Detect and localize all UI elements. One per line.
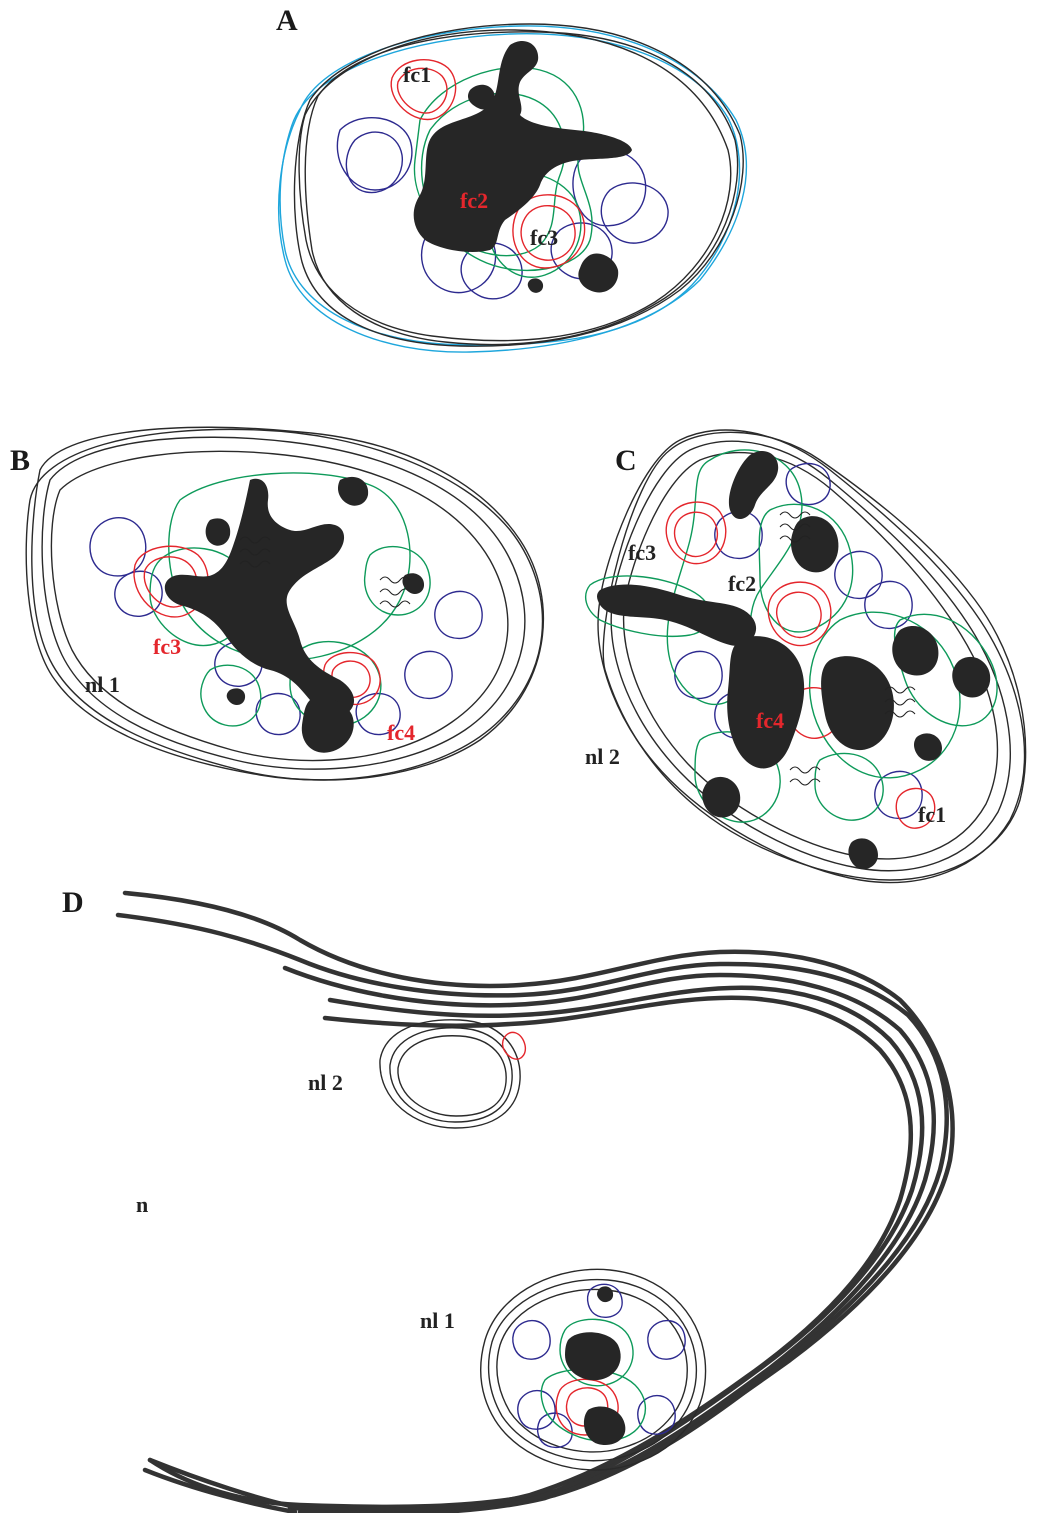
panel-c-label-fc3: fc3	[628, 540, 656, 565]
panel-d: D	[62, 886, 955, 1513]
panel-a-label-fc2: fc2	[460, 188, 488, 213]
panel-c-label-fc4: fc4	[756, 708, 784, 733]
panel-c-wavy-texture	[779, 511, 916, 786]
panel-d-nucleolus-1	[479, 1268, 707, 1471]
panel-b-label-fc3: fc3	[153, 634, 181, 659]
panel-a-label-fc1: fc1	[403, 62, 431, 87]
panel-a-letter: A	[276, 4, 298, 37]
panel-d-label-nl2: nl 2	[308, 1070, 343, 1095]
panel-a-label-fc3: fc3	[530, 225, 558, 250]
panel-b-label-fc4: fc4	[387, 720, 415, 745]
panel-c-label-fc2: fc2	[728, 571, 756, 596]
panel-c-chromatin	[597, 450, 991, 870]
panel-a: A	[276, 4, 748, 353]
panel-c-label-fc1: fc1	[918, 802, 946, 827]
panel-d-label-n: n	[136, 1192, 148, 1217]
panel-b-outer-contours	[25, 426, 545, 781]
panel-a-blue-fibrillar-centers	[336, 116, 669, 300]
panel-b: B	[10, 426, 545, 781]
panel-c-label-nl: nl 2	[585, 744, 620, 769]
panel-d-letter: D	[62, 886, 84, 919]
panel-b-label-nl: nl 1	[85, 672, 120, 697]
panel-d-label-nl1: nl 1	[420, 1308, 455, 1333]
panel-c: C	[584, 429, 1027, 884]
panel-d-nucleolus-2	[379, 1019, 527, 1129]
panel-d-nuclear-envelope	[115, 890, 955, 1513]
panel-b-letter: B	[10, 444, 30, 477]
panel-a-outer-contours	[278, 23, 748, 353]
panel-c-letter: C	[615, 444, 637, 477]
panel-a-chromatin	[413, 40, 632, 293]
panel-b-wavy-texture	[239, 536, 411, 608]
panel-c-outer-contours	[597, 429, 1027, 884]
panel-b-chromatin	[164, 476, 425, 753]
